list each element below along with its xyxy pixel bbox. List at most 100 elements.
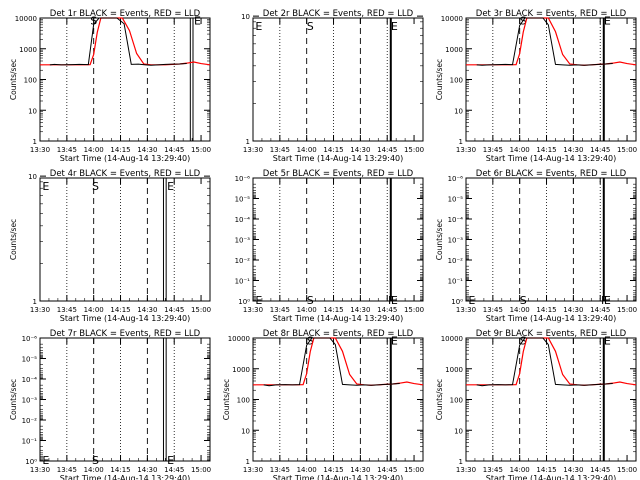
x-tick-label: 13:45 — [270, 146, 290, 154]
y-axis-label: Counts/sec — [222, 379, 231, 420]
y-tick-label: 10 — [28, 173, 37, 181]
x-tick-label: 13:45 — [57, 306, 77, 314]
lld-series-line — [40, 17, 211, 66]
marker-letter: F — [601, 294, 607, 307]
x-tick-label: 14:30 — [563, 466, 583, 474]
y-tick-label: 10⁻² — [448, 257, 464, 265]
y-tick-label: 10⁻⁵ — [448, 196, 464, 204]
y-tick-label: 10000 — [441, 15, 463, 23]
y-tick-label: 10⁻¹ — [235, 278, 251, 286]
x-tick-label: 15:00 — [191, 306, 211, 314]
x-tick-label: 13:45 — [483, 466, 503, 474]
x-tick-label: 13:45 — [57, 466, 77, 474]
x-tick-label: 14:00 — [510, 466, 530, 474]
y-tick-label: 10 — [28, 107, 37, 115]
x-tick-label: 15:00 — [404, 306, 424, 314]
x-tick-label: 13:30 — [30, 466, 50, 474]
x-tick-label: 14:00 — [84, 466, 104, 474]
x-axis-label: Start Time (14-Aug-14 13:29:40) — [60, 314, 191, 323]
x-tick-label: 14:45 — [590, 306, 610, 314]
end-marker-letter: E — [167, 180, 174, 193]
y-tick-label: 10 — [241, 13, 250, 21]
marker-letter: E — [255, 20, 262, 33]
x-tick-label: 15:00 — [617, 146, 637, 154]
plot-frame — [252, 337, 424, 462]
end-marker-letter: E — [604, 335, 611, 348]
chart-panel-4: Det 4r BLACK = Events, RED = LLD 1 10 13:30… — [9, 169, 211, 323]
y-tick-label: 1 — [33, 298, 37, 306]
x-tick-label: 14:15 — [110, 466, 130, 474]
chart-panel-3: Det 3r BLACK = Events, RED = LLD 1 10 100 10… — [435, 9, 637, 163]
chart-panel-5: Det 5r BLACK = Events, RED = LLD 10⁰ 10⁻¹ 1… — [235, 169, 425, 323]
x-tick-label: 14:45 — [164, 146, 184, 154]
x-axis-label: Start Time (14-Aug-14 13:29:40) — [273, 154, 404, 163]
marker-letter: E — [42, 454, 49, 467]
y-axis-label: Counts/sec — [435, 379, 444, 420]
plot-frame — [39, 17, 211, 142]
events-series-line — [263, 337, 400, 387]
x-tick-label: 14:00 — [297, 306, 317, 314]
end-marker-letter: E — [391, 294, 398, 307]
y-tick-label: 100 — [450, 397, 463, 405]
y-axis-label: Counts/sec — [9, 59, 18, 100]
x-tick-label: 13:30 — [456, 146, 476, 154]
events-series-line — [476, 17, 613, 66]
x-tick-label: 14:15 — [536, 306, 556, 314]
x-tick-label: 14:45 — [164, 466, 184, 474]
start-marker-letter: S — [92, 180, 99, 193]
start-marker-letter: S — [92, 454, 99, 467]
x-tick-label: 14:15 — [323, 466, 343, 474]
x-tick-label: 14:45 — [377, 146, 397, 154]
x-tick-label: 14:30 — [137, 146, 157, 154]
x-tick-label: 14:15 — [110, 306, 130, 314]
x-tick-label: 13:30 — [243, 306, 263, 314]
y-tick-label: 10⁰ — [25, 458, 37, 466]
chart-title: Det 3r BLACK = Events, RED = LLD — [476, 9, 627, 19]
y-tick-label: 10⁻⁶ — [448, 175, 464, 183]
x-axis-label: Start Time (14-Aug-14 13:29:40) — [60, 474, 191, 480]
x-axis-label: Start Time (14-Aug-14 13:29:40) — [486, 314, 617, 323]
x-tick-label: 14:15 — [323, 146, 343, 154]
x-tick-label: 14:15 — [323, 306, 343, 314]
y-tick-label: 10⁻⁴ — [235, 216, 251, 224]
y-tick-label: 1 — [459, 138, 463, 146]
start-marker-letter: S — [307, 294, 314, 307]
y-tick-label: 10⁻⁵ — [22, 356, 38, 364]
chart-title: Det 7r BLACK = Events, RED = LLD — [50, 329, 201, 339]
plot-frame — [252, 17, 424, 142]
x-tick-label: 14:00 — [510, 306, 530, 314]
chart-panel-1: Det 1r BLACK = Events, RED = LLD 1 10 100 10… — [9, 9, 211, 163]
y-tick-label: 10⁰ — [238, 298, 250, 306]
end-marker-letter: E — [194, 15, 201, 28]
chart-panel-7: Det 7r BLACK = Events, RED = LLD 10⁰ 10⁻¹ 1… — [9, 329, 211, 480]
y-tick-label: 10⁻¹ — [448, 278, 464, 286]
x-tick-label: 13:45 — [483, 146, 503, 154]
chart-title: Det 2r BLACK = Events, RED = LLD — [263, 9, 414, 19]
x-tick-label: 13:30 — [30, 146, 50, 154]
x-tick-label: 14:45 — [377, 466, 397, 474]
x-tick-label: 14:30 — [137, 466, 157, 474]
x-tick-label: 14:15 — [536, 466, 556, 474]
end-marker-letter: E — [604, 294, 611, 307]
marker-letter: E — [255, 294, 262, 307]
y-tick-label: 10000 — [441, 335, 463, 343]
plot-frame — [465, 177, 637, 302]
y-tick-label: 10⁻⁶ — [235, 175, 251, 183]
end-marker-letter: E — [391, 20, 398, 33]
y-tick-label: 10⁻⁴ — [448, 216, 464, 224]
chart-title: Det 8r BLACK = Events, RED = LLD — [263, 329, 414, 339]
x-tick-label: 14:00 — [84, 306, 104, 314]
x-tick-label: 14:30 — [350, 466, 370, 474]
y-tick-label: 10 — [454, 107, 463, 115]
x-tick-label: 13:30 — [30, 306, 50, 314]
x-tick-label: 14:45 — [164, 306, 184, 314]
y-tick-label: 1 — [246, 138, 250, 146]
x-tick-label: 15:00 — [191, 146, 211, 154]
x-tick-label: 13:45 — [270, 306, 290, 314]
y-tick-label: 10⁰ — [451, 298, 463, 306]
chart-panel-8: Det 8r BLACK = Events, RED = LLD 1 10 100 10… — [222, 329, 424, 480]
x-tick-label: 14:00 — [84, 146, 104, 154]
y-axis-label: Counts/sec — [9, 219, 18, 260]
end-marker-letter: E — [391, 335, 398, 348]
marker-letter: E — [42, 180, 49, 193]
